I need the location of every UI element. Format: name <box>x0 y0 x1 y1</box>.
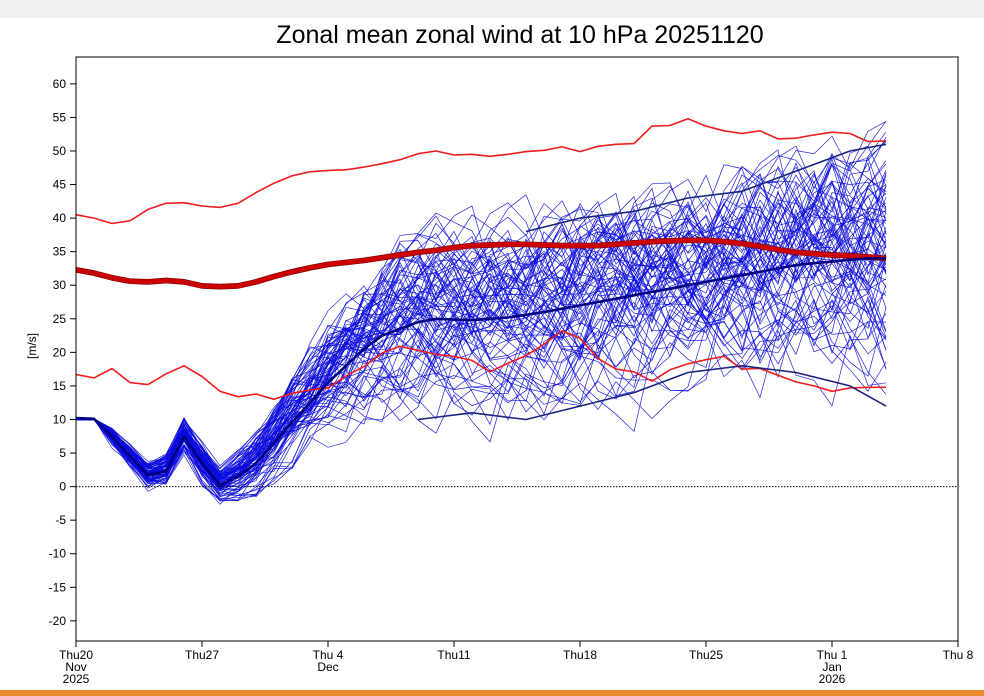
x-tick-label: Thu27 <box>185 648 219 662</box>
y-tick-label: -20 <box>49 614 67 628</box>
ensemble-member-line <box>75 174 887 474</box>
climatological-mean-line <box>75 238 887 289</box>
ensemble-member-line <box>75 170 887 477</box>
chart-title: Zonal mean zonal wind at 10 hPa 20251120 <box>276 21 763 49</box>
y-tick-label: 35 <box>53 245 67 259</box>
ensemble-member-line <box>75 203 887 484</box>
y-tick-label: -15 <box>49 580 67 594</box>
chart-series <box>75 118 887 487</box>
ensemble-member-line <box>75 120 887 468</box>
ensemble-member-line <box>75 173 887 480</box>
y-tick-label: 25 <box>53 312 67 326</box>
x-tick-label: Thu 1 Jan 2026 <box>817 648 848 686</box>
ensemble-member-line <box>75 252 887 501</box>
x-tick-label: Thu 8 <box>943 648 974 662</box>
y-tick-label: 20 <box>53 345 67 359</box>
y-tick-label: -10 <box>49 547 67 561</box>
climatological-maximum-line <box>75 118 887 225</box>
window-bottom-border <box>0 690 984 696</box>
ensemble-member-line <box>75 203 887 497</box>
y-tick-label: 5 <box>59 446 66 460</box>
ensemble-member-line <box>75 180 887 491</box>
ensemble-member-line <box>75 295 887 500</box>
ensemble-member-line <box>75 149 887 482</box>
ensemble-member-line <box>75 245 887 496</box>
x-tick-label: Thu25 <box>689 648 723 662</box>
y-tick-label: 0 <box>59 480 66 494</box>
member-upper-line <box>525 143 887 233</box>
x-tick-label: Thu11 <box>437 648 470 662</box>
ensemble-members <box>75 120 887 505</box>
y-tick-label: 50 <box>53 144 67 158</box>
y-tick-label: 45 <box>53 178 67 192</box>
x-tick-label: Thu20 Nov 2025 <box>59 648 93 686</box>
plot-frame <box>75 56 959 642</box>
ensemble-member-line <box>75 161 887 487</box>
ensemble-mean-line <box>75 257 886 487</box>
ensemble-member-line <box>75 209 887 482</box>
y-tick-label: 40 <box>53 211 67 225</box>
ensemble-member-line <box>75 298 887 498</box>
y-tick-label: 55 <box>53 110 67 124</box>
x-tick-label: Thu 4 Dec <box>313 648 344 674</box>
y-tick-label: 15 <box>53 379 67 393</box>
x-axis: Thu20 Nov 2025 Thu27 Thu 4 Dec Thu11 Thu18 Thu25… <box>59 641 974 686</box>
ensemble-member-line <box>75 141 887 474</box>
y-tick-label: 10 <box>53 412 67 426</box>
x-tick-label: Thu18 <box>563 648 597 662</box>
ensemble-member-line <box>75 254 887 497</box>
y-axis-label: [m/s] <box>25 333 39 359</box>
climatological-minimum-line <box>75 330 886 401</box>
y-axis: -20 -15 -10 -5 0 5 10 15 20 25 30 35 40 45 50 55 60 <box>49 77 76 628</box>
ensemble-member-line <box>75 180 887 474</box>
y-tick-label: 60 <box>53 77 67 91</box>
ensemble-member-line <box>75 302 887 502</box>
y-tick-label: 30 <box>53 278 67 292</box>
ensemble-member-line <box>75 215 887 481</box>
ensemble-member-line <box>76 145 887 479</box>
y-tick-label: -5 <box>55 513 66 527</box>
window-top-strip <box>0 0 984 18</box>
ensemble-member-line <box>75 163 887 490</box>
member-lower-line <box>417 365 887 421</box>
